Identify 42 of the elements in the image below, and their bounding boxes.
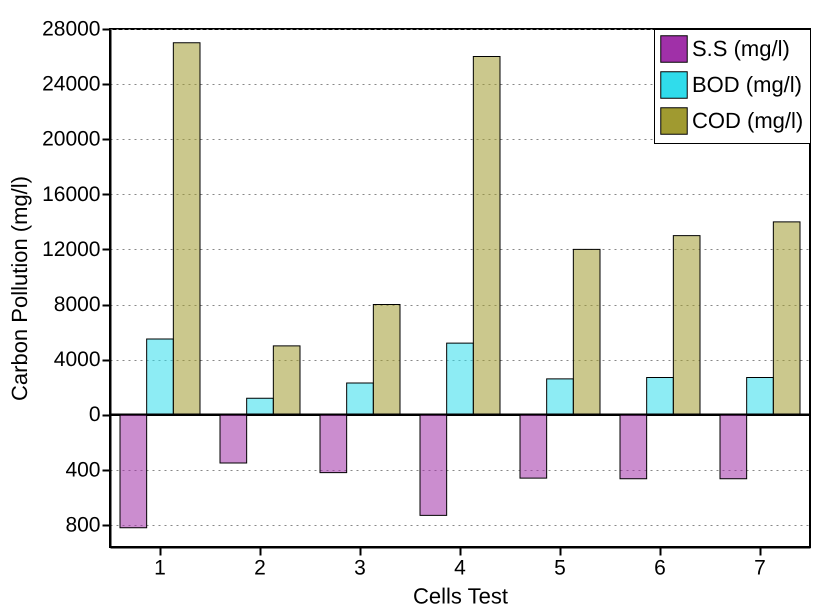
x-tick-label: 5	[554, 556, 566, 580]
bar	[120, 414, 148, 528]
bar	[272, 345, 300, 416]
bar	[420, 414, 448, 516]
y-tick-label: 16000	[42, 182, 100, 206]
bar	[320, 414, 348, 474]
bar	[146, 338, 174, 416]
y-tick-label: 24000	[42, 72, 100, 96]
bar	[772, 221, 800, 416]
bar	[746, 377, 774, 416]
bar	[346, 382, 374, 416]
bar	[646, 377, 674, 416]
legend-label: S.S (mg/l)	[692, 36, 790, 61]
y-tick-label: 28000	[42, 18, 100, 40]
bar	[672, 235, 700, 416]
bar	[720, 414, 748, 480]
x-axis-title: Cells Test	[413, 584, 508, 608]
y-tick-label: 8000	[54, 293, 100, 316]
y-tick-label: 12000	[42, 238, 100, 261]
y-tick-label: 20000	[42, 128, 100, 151]
bar	[446, 342, 474, 416]
x-tick-label: 6	[654, 556, 666, 580]
bar	[472, 56, 500, 416]
x-tick-label: 2	[254, 556, 266, 580]
bar	[372, 304, 400, 416]
y2-tick-label: 800	[65, 513, 100, 536]
y-tick-label: 4000	[54, 348, 100, 372]
bar	[546, 378, 574, 416]
y2-tick-label: 400	[65, 458, 100, 482]
y-axis-title: Carbon Pollution (mg/l)	[7, 176, 32, 401]
x-tick-label: 1	[154, 556, 166, 580]
x-tick-label: 7	[754, 556, 766, 580]
bar	[172, 42, 200, 416]
bar	[572, 248, 600, 416]
legend-label: BOD (mg/l)	[692, 72, 802, 97]
bar	[620, 414, 648, 480]
bar	[520, 414, 548, 479]
legend-label: COD (mg/l)	[692, 108, 804, 133]
x-tick-label: 3	[354, 556, 366, 580]
y-tick-label: 0	[88, 403, 100, 426]
x-tick-label: 4	[454, 556, 466, 580]
bar	[220, 414, 248, 464]
